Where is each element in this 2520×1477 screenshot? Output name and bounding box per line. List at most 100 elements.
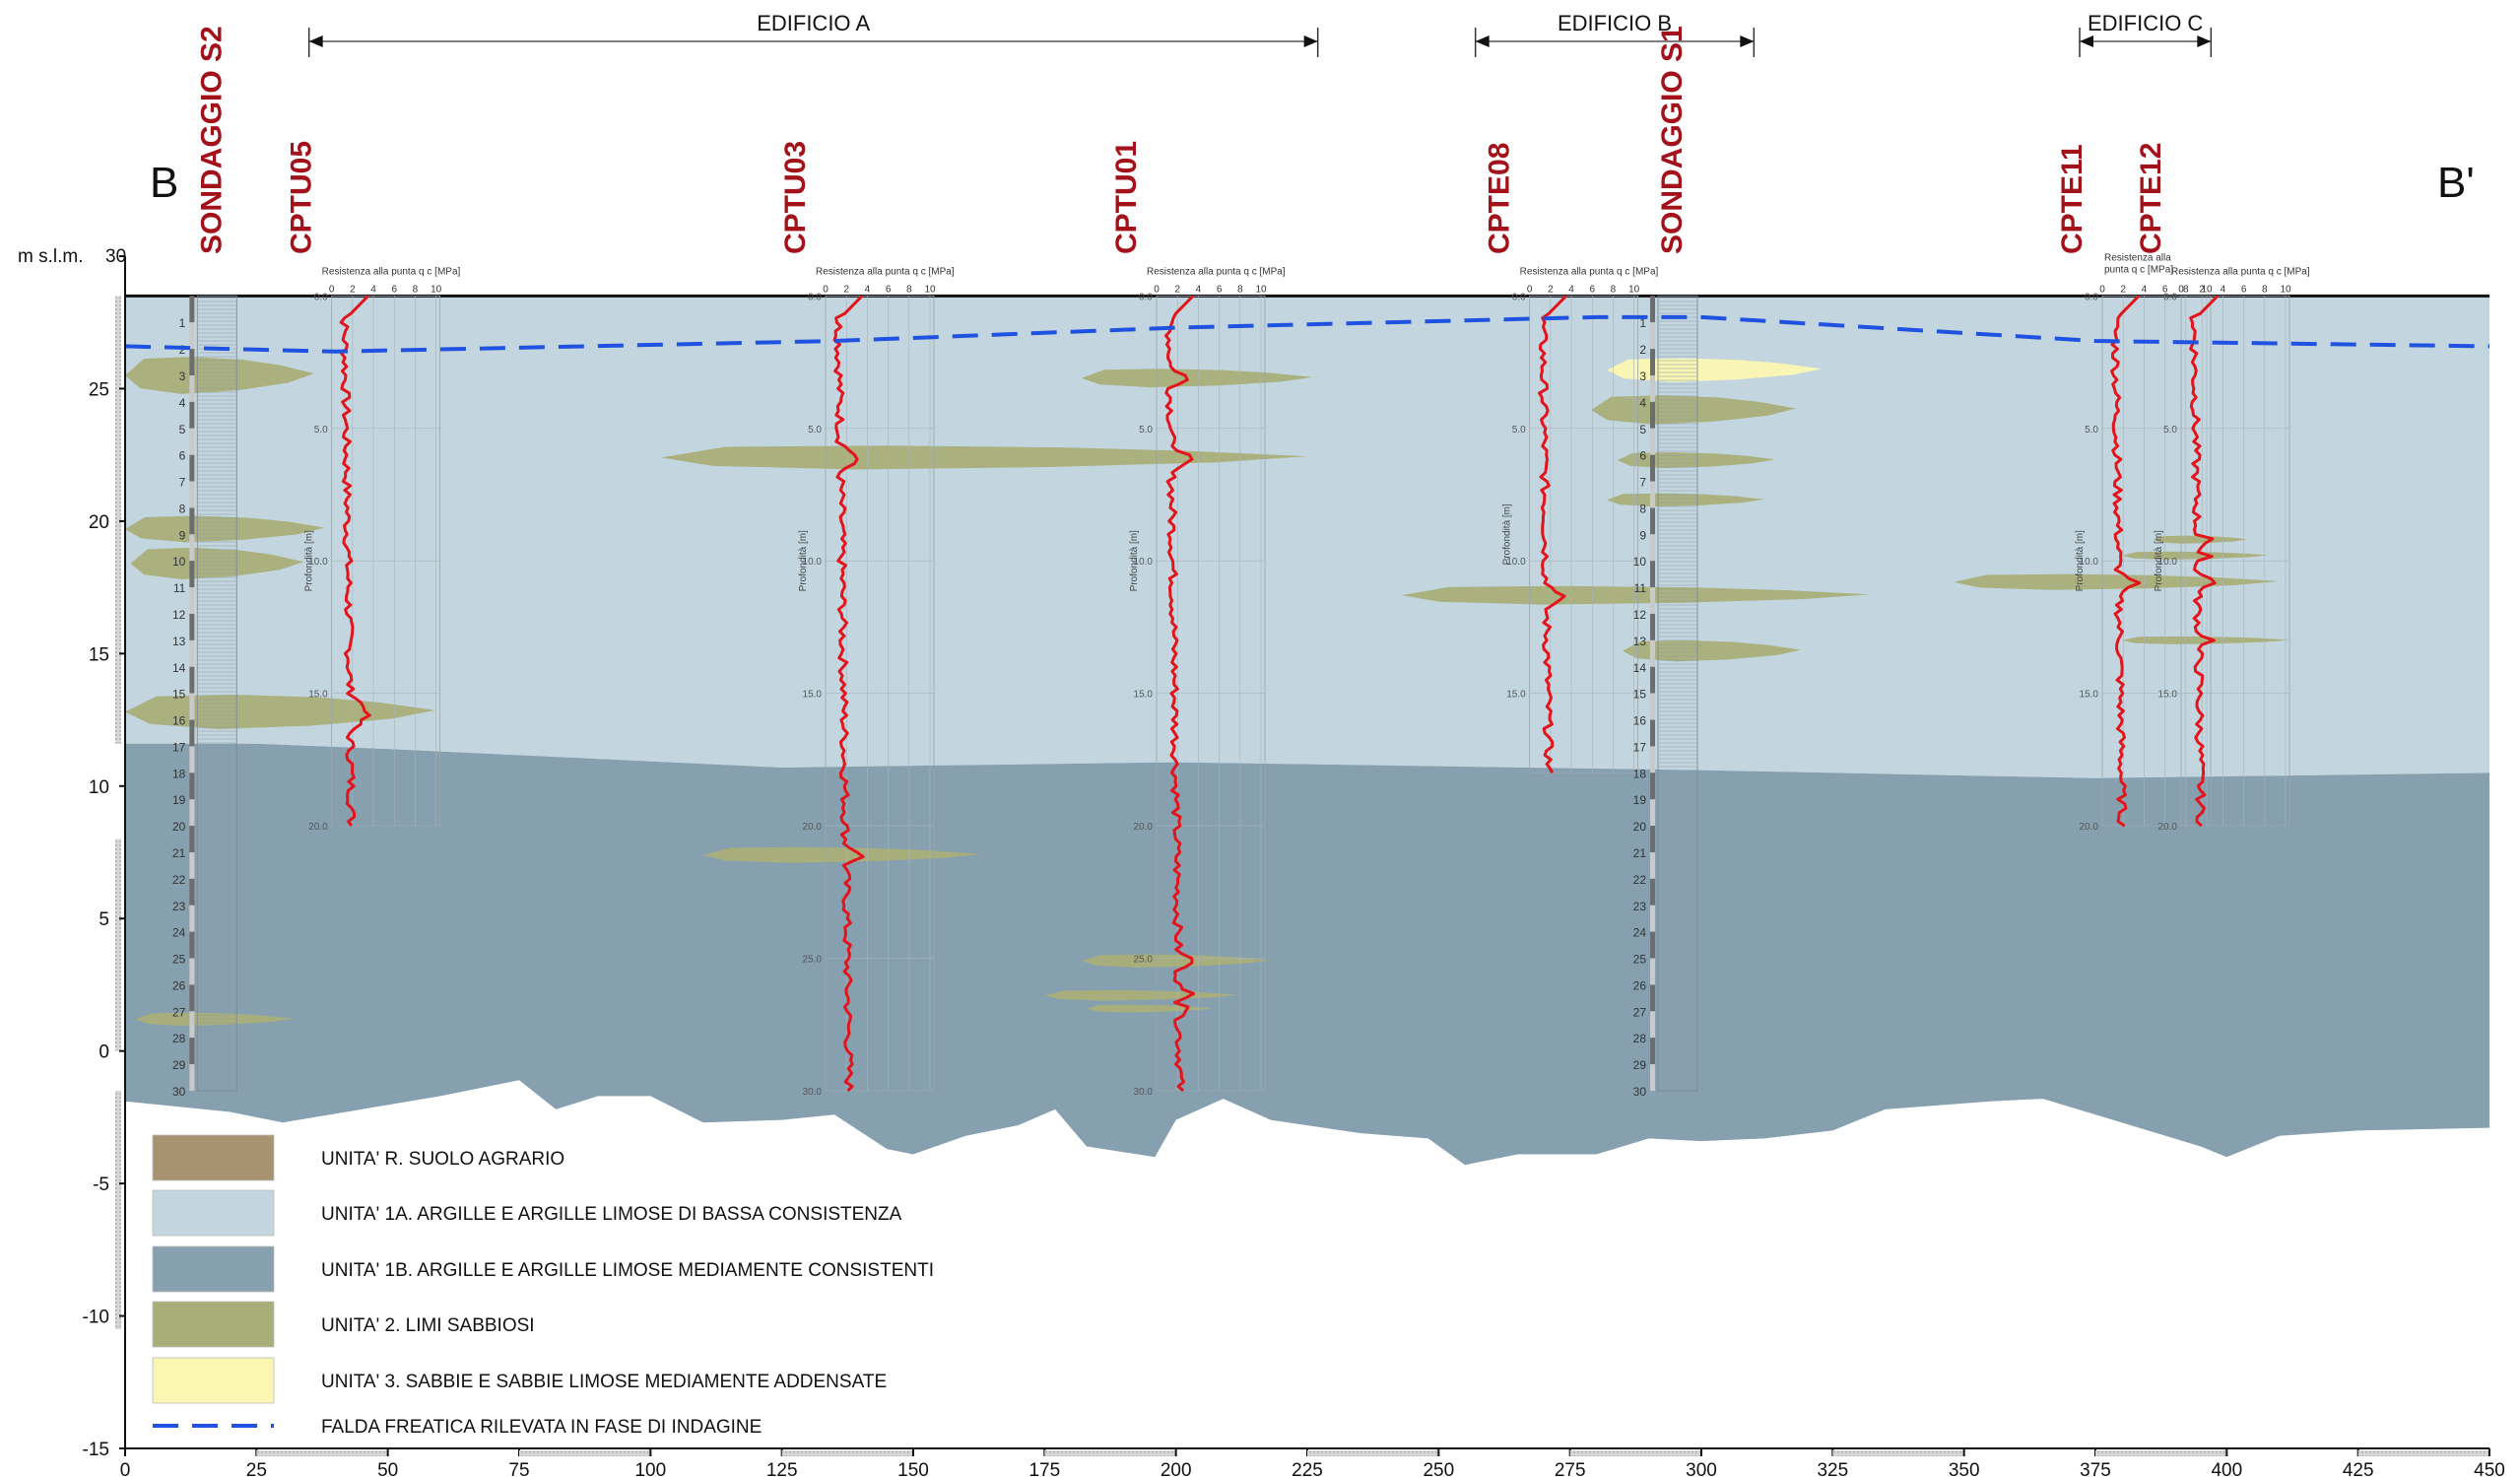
lens-unit-2: [2153, 535, 2248, 544]
y-tick-label: -10: [83, 1308, 109, 1328]
borehole-depth-number: 20: [172, 820, 186, 834]
cpt-depth-tick: 5.0: [2163, 425, 2177, 436]
cpt-depth-tick: 10.0: [1134, 557, 1154, 568]
cpt-depth-axis-label: Profondità [m]: [1129, 530, 1140, 591]
cpt-panel-title: Resistenza alla punta q c [MPa]: [1147, 266, 1286, 277]
water-table-line: [125, 314, 2489, 354]
cpt-scale-tick: 8: [413, 284, 419, 295]
borehole-depth-number: 9: [179, 528, 186, 542]
x-tick-label: 400: [2211, 1460, 2242, 1477]
x-tick-label: 0: [120, 1460, 131, 1477]
investigation-label: CPTU03: [779, 141, 812, 254]
cpt-depth-tick: 5.0: [808, 425, 822, 436]
y-tick-label: -15: [83, 1440, 109, 1460]
x-tick-label: 300: [1686, 1460, 1717, 1477]
borehole-depth-number: 15: [172, 688, 186, 702]
building-name: EDIFICIO C: [2088, 11, 2203, 35]
lens-unit-2: [1954, 573, 2280, 590]
borehole-depth-number: 5: [179, 423, 186, 436]
x-axis-band: [2357, 1450, 2489, 1456]
x-axis-band: [1832, 1450, 1964, 1456]
x-tick-label: 450: [2474, 1460, 2505, 1477]
cpt-depth-tick: 30.0: [803, 1087, 823, 1098]
cpt-resistance-trace: [1538, 295, 1567, 773]
investigation-labels: SONDAGGIO S2 CPTU05 CPTU03 CPTU01 CPTE08 SOND…: [195, 26, 2167, 254]
borehole-depth-number: 8: [179, 502, 186, 515]
borehole-depth-number: 6: [1639, 449, 1646, 463]
cpt-scale-tick: 10: [2201, 284, 2213, 295]
cpt-depth-tick: 0.0: [2163, 292, 2177, 302]
borehole-depth-bar: [189, 984, 195, 1012]
cpt-panel-title: Resistenza alla punta q c [MPa]: [1520, 266, 1659, 277]
cpt-scale-tick: 10: [1255, 284, 1267, 295]
borehole-depth-number: 5: [1639, 423, 1646, 436]
y-tick-label: 25: [89, 379, 109, 400]
x-tick-label: 350: [1949, 1460, 1980, 1477]
borehole-depth-bar: [189, 931, 195, 959]
borehole-depth-number: 12: [172, 608, 186, 622]
borehole-depth-number: 16: [172, 714, 186, 728]
x-tick-label: 425: [2343, 1460, 2374, 1477]
legend-label: UNITA' R. SUOLO AGRARIO: [321, 1149, 564, 1170]
x-tick-label: 275: [1555, 1460, 1586, 1477]
legend-label: UNITA' 2. LIMI SABBIOSI: [321, 1315, 535, 1336]
borehole-depth-number: 11: [173, 581, 186, 595]
x-axis-band: [519, 1450, 651, 1456]
cpt-resistance-trace: [339, 295, 371, 827]
cpt-scale-tick: 2: [1174, 284, 1180, 295]
borehole-depth-number: 4: [179, 396, 186, 410]
investigation-label: CPTU01: [1110, 141, 1143, 254]
borehole-depth-bar: [1650, 507, 1655, 535]
cpt-resistance-trace: [1164, 295, 1196, 1093]
cpt-scale-tick: 10: [924, 284, 936, 295]
cpt-scale-tick: 2: [843, 284, 849, 295]
cpt-scale-tick: 8: [2183, 284, 2189, 295]
borehole-depth-number: 15: [1633, 688, 1647, 702]
dimension-arrow-left: [308, 35, 323, 47]
legend-label: FALDA FREATICA RILEVATA IN FASE DI INDAG…: [321, 1417, 762, 1438]
borehole-depth-number: 16: [1633, 714, 1647, 728]
cpt-depth-tick: 0.0: [1139, 292, 1153, 302]
y-tick-label: 5: [99, 909, 109, 930]
borehole-depth-number: 8: [1639, 502, 1646, 515]
investigation-label: CPTE12: [2135, 143, 2167, 254]
cpt-scale-tick: 10: [1628, 284, 1640, 295]
cpt-depth-tick: 15.0: [2080, 690, 2099, 701]
x-tick-label: 375: [2080, 1460, 2111, 1477]
dimension-arrow-right: [1740, 35, 1755, 47]
borehole-depth-number: 7: [1639, 476, 1646, 490]
x-tick-label: 200: [1161, 1460, 1192, 1477]
building-name: EDIFICIO B: [1558, 11, 1672, 35]
borehole-depth-bar: [189, 534, 195, 562]
borehole-depth-number: 25: [1633, 953, 1647, 967]
borehole-depth-number: 3: [1639, 369, 1646, 383]
unit-1a-area: [125, 296, 2489, 778]
cpt-depth-tick: 0.0: [314, 292, 328, 302]
borehole-depth-bar: [189, 1038, 195, 1065]
cpt-depth-tick: 20.0: [2158, 822, 2178, 833]
investigation-label: SONDAGGIO S2: [195, 26, 228, 254]
borehole-depth-bar: [189, 561, 195, 588]
x-axis-band: [256, 1450, 388, 1456]
borehole-depth-bar: [189, 852, 195, 879]
cpt-panel-title: Resistenza alla punta q c [MPa]: [2171, 266, 2310, 277]
cpt-scale-tick: 0: [329, 284, 335, 295]
building-dimensions: EDIFICIO A EDIFICIO B EDIFICIO C: [307, 11, 2213, 57]
borehole-depth-number: 14: [1633, 661, 1647, 675]
borehole-depth-number: 27: [172, 1005, 186, 1019]
legend-label: UNITA' 1A. ARGILLE E ARGILLE LIMOSE DI B…: [321, 1204, 902, 1225]
cpt-scale-tick: 4: [1568, 284, 1574, 295]
cpt-depth-tick: 20.0: [1134, 822, 1154, 833]
cpt-panel-title: Resistenza alla: [2104, 252, 2171, 263]
borehole-depth-bar: [1650, 958, 1655, 985]
borehole-depth-bar: [1650, 587, 1655, 614]
cpt-depth-tick: 10.0: [308, 557, 328, 568]
dimension-arrow-left: [1475, 35, 1490, 47]
borehole-depth-number: 17: [1633, 740, 1647, 754]
borehole-depth-bar: [1650, 534, 1655, 562]
water-table-dashed-line: [125, 314, 2489, 354]
borehole-depth-number: 12: [1633, 608, 1647, 622]
borehole-depth-number: 6: [179, 449, 186, 463]
cpt-scale-tick: 0: [1154, 284, 1160, 295]
